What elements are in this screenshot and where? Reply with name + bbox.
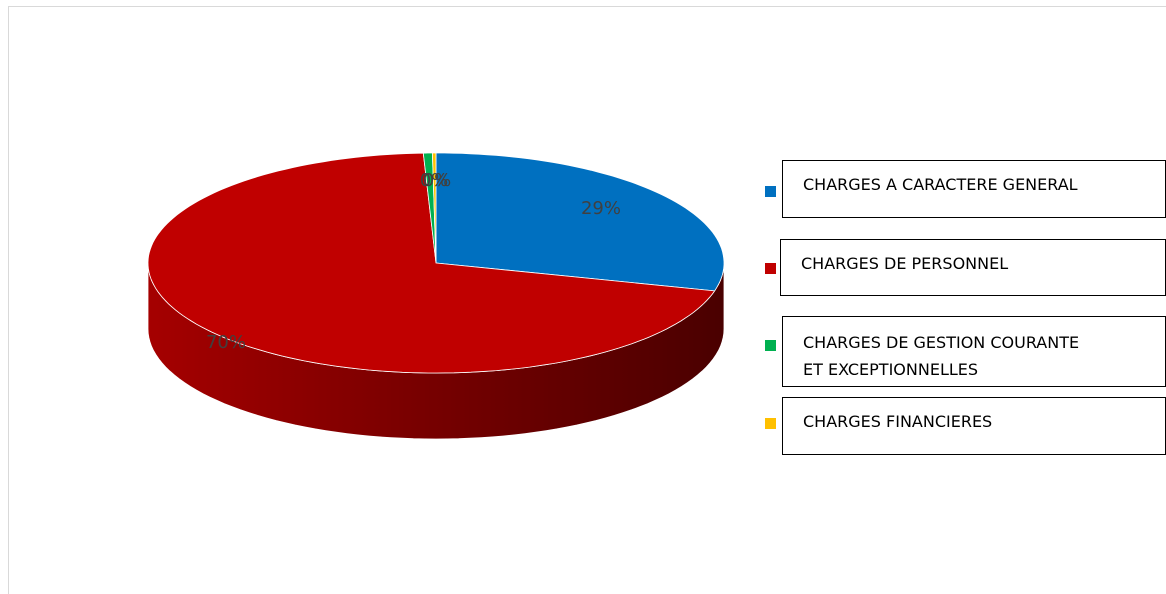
legend-item-personnel: CHARGES DE PERSONNEL [780, 239, 1166, 296]
legend-item-gestion: CHARGES DE GESTION COURANTE ET EXCEPTION… [782, 316, 1166, 387]
data-label-2: 70% [206, 332, 246, 353]
legend-swatch-financieres [765, 418, 776, 429]
legend-swatch-personnel [765, 263, 776, 274]
legend-label-gestion-line1: CHARGES DE GESTION COURANTE [803, 333, 1080, 352]
legend-label-personnel: CHARGES DE PERSONNEL [801, 254, 1009, 273]
pie-slice-4 [431, 152, 437, 264]
pie-data-labels: 29%70%0%0% [206, 170, 621, 353]
legend-label-financieres: CHARGES FINANCIERES [803, 412, 993, 431]
data-label-1: 29% [581, 198, 621, 219]
legend-swatch-gestion [765, 340, 776, 351]
legend-item-financieres: CHARGES FINANCIERES [782, 397, 1166, 455]
legend-label-general: CHARGES A CARACTERE GENERAL [803, 175, 1078, 194]
pie-slice-1 [435, 152, 725, 292]
data-label-3: 0% [420, 170, 449, 191]
chart-area [8, 6, 1166, 594]
pie-slice-2 [147, 152, 716, 374]
legend-item-general: CHARGES A CARACTERE GENERAL [782, 160, 1166, 218]
data-label-4: 0% [423, 170, 452, 191]
pie-top [147, 152, 725, 374]
legend-label-gestion-line2: ET EXCEPTIONNELLES [803, 360, 979, 379]
legend-swatch-general [765, 186, 776, 197]
